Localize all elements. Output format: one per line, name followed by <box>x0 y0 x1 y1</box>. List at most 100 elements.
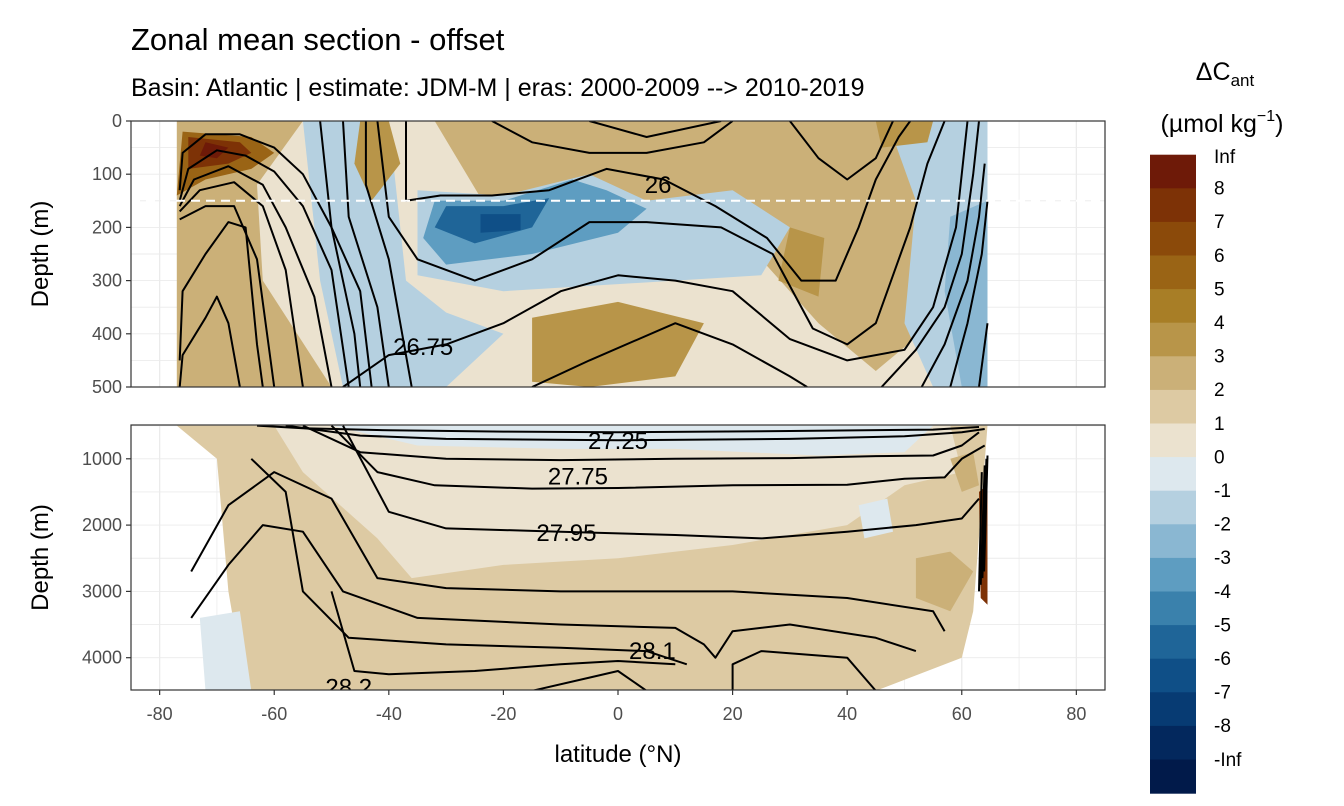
x-tick-label: 60 <box>952 704 972 724</box>
legend-swatch-9 <box>1150 423 1196 458</box>
contour-label: 28.2 <box>325 675 372 702</box>
contour-label: 26.75 <box>393 334 453 361</box>
legend-label: 4 <box>1214 313 1225 334</box>
legend-label: -5 <box>1214 615 1231 636</box>
panel-border-1 <box>130 120 1106 388</box>
density-contour-21 <box>978 323 989 387</box>
legend-title-sub: ant <box>1231 71 1255 90</box>
contour-label: 26 <box>645 172 672 199</box>
legend-label: -7 <box>1214 683 1231 704</box>
legend-units-main: (µmol kg <box>1161 110 1257 138</box>
legend-swatch-19 <box>1150 759 1196 794</box>
legend-swatch-3 <box>1150 221 1196 257</box>
density-contour-14 <box>531 322 808 387</box>
legend-label: -2 <box>1214 515 1231 536</box>
legend-swatch-5 <box>1150 289 1196 324</box>
y-tick-label: 500 <box>92 377 122 397</box>
density-contour-30 <box>330 591 676 676</box>
heatmap-region-3 <box>302 121 504 387</box>
contour-label: 27.75 <box>548 464 608 491</box>
density-contour-34 <box>979 465 986 585</box>
y-tick-label: 400 <box>92 324 122 344</box>
contour-label: 28.1 <box>629 638 676 665</box>
heatmap-region-16 <box>199 142 229 159</box>
legend-label: -3 <box>1214 548 1231 569</box>
x-tick-label: 20 <box>723 704 743 724</box>
density-contour-2 <box>178 149 350 387</box>
y-tick-label: 100 <box>92 164 122 184</box>
legend-label: 0 <box>1214 447 1225 468</box>
density-contour-6 <box>178 221 264 387</box>
density-contour-9 <box>342 121 390 387</box>
density-contour-31 <box>531 670 648 690</box>
heatmap-region-22 <box>915 551 974 612</box>
contour-label: 27.95 <box>536 520 596 547</box>
legend-label: 7 <box>1214 212 1225 233</box>
x-tick-label: -20 <box>490 704 516 724</box>
chart-subtitle: Basin: Atlantic | estimate: JDM-M | eras… <box>131 74 865 102</box>
legend-label: 8 <box>1214 179 1225 200</box>
legend-swatch-12 <box>1150 524 1196 559</box>
density-contour-19 <box>920 163 986 387</box>
density-contour-17 <box>789 121 894 181</box>
legend-label: -Inf <box>1214 750 1242 771</box>
heatmap-region-20 <box>858 498 893 539</box>
x-tick-label: 0 <box>613 704 623 724</box>
density-contour-8 <box>364 121 413 387</box>
x-axis-title: latitude (°N) <box>555 741 682 768</box>
heatmap-region-12 <box>778 227 825 297</box>
density-contour-5 <box>179 205 276 387</box>
x-tick-label: 40 <box>837 704 857 724</box>
heatmap-region-7 <box>480 214 521 233</box>
density-contour-25 <box>330 425 986 490</box>
y-tick-label: 2000 <box>82 515 122 535</box>
y-tick-label: 4000 <box>82 648 122 668</box>
y-tick-label: 300 <box>92 271 122 291</box>
density-contour-28 <box>190 524 917 659</box>
y-tick-label: 200 <box>92 217 122 237</box>
legend-label: 5 <box>1214 279 1225 300</box>
density-contour-18 <box>880 121 980 387</box>
legend-label: 6 <box>1214 246 1225 267</box>
density-contour-15 <box>491 121 734 154</box>
legend-label: -4 <box>1214 582 1231 603</box>
legend-swatch-15 <box>1150 625 1196 660</box>
legend-swatch-10 <box>1150 457 1196 492</box>
density-contour-3 <box>178 165 333 387</box>
heatmap-region-9 <box>944 200 988 387</box>
legend-swatch-11 <box>1150 490 1196 525</box>
y-tick-label: 0 <box>112 111 122 131</box>
contour-label: 27.25 <box>588 428 648 455</box>
density-contour-26 <box>342 425 980 540</box>
legend-title-main: ΔC <box>1196 58 1231 86</box>
legend-title: ΔCant <box>1196 58 1255 90</box>
legend-swatch-8 <box>1150 389 1196 425</box>
heatmap-region-18 <box>274 425 962 579</box>
density-contour-4 <box>178 181 304 387</box>
legend-swatch-16 <box>1150 658 1196 693</box>
x-tick-label: -40 <box>376 704 402 724</box>
heatmap-region-11 <box>532 301 704 387</box>
legend-swatch-18 <box>1150 725 1196 761</box>
density-contour-22 <box>256 425 980 434</box>
heatmap-region-21 <box>199 611 252 690</box>
legend-swatch-13 <box>1150 557 1196 593</box>
legend-label: -1 <box>1214 481 1231 502</box>
density-contour-36 <box>983 455 989 572</box>
legend-label: 3 <box>1214 347 1225 368</box>
x-tick-label: 80 <box>1066 704 1086 724</box>
legend-units-end: ) <box>1275 110 1283 138</box>
density-contour-13 <box>342 121 969 387</box>
density-contour-24 <box>302 425 980 462</box>
legend-label: -8 <box>1214 716 1231 737</box>
density-contour-11 <box>405 121 912 282</box>
density-contour-12 <box>376 121 946 346</box>
legend-swatch-2 <box>1150 188 1196 223</box>
density-contour-7 <box>178 295 241 387</box>
density-contour-16 <box>589 121 722 138</box>
density-contour-29 <box>250 458 688 666</box>
legend-units: (µmol kg−1) <box>1161 108 1284 138</box>
x-tick-label: -60 <box>261 704 287 724</box>
y-axis-title: Depth (m) <box>27 201 54 308</box>
